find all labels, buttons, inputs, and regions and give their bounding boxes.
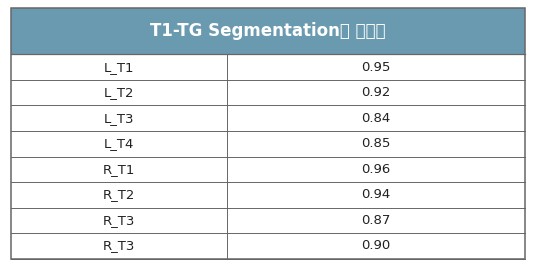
Text: R_T2: R_T2 bbox=[102, 188, 135, 201]
Text: 0.92: 0.92 bbox=[361, 86, 391, 99]
Bar bbox=[11, 54, 525, 80]
Bar bbox=[11, 182, 525, 208]
Text: 0.90: 0.90 bbox=[361, 239, 391, 252]
Text: 0.84: 0.84 bbox=[361, 112, 391, 125]
Text: 0.87: 0.87 bbox=[361, 214, 391, 227]
Text: L_T4: L_T4 bbox=[103, 137, 134, 150]
Text: L_T2: L_T2 bbox=[103, 86, 134, 99]
Text: 0.96: 0.96 bbox=[361, 163, 391, 176]
Text: L_T3: L_T3 bbox=[103, 112, 134, 125]
Text: L_T1: L_T1 bbox=[103, 61, 134, 74]
Bar bbox=[11, 157, 525, 182]
Text: R_T3: R_T3 bbox=[102, 214, 135, 227]
Text: 0.95: 0.95 bbox=[361, 61, 391, 74]
Text: 0.94: 0.94 bbox=[361, 188, 391, 201]
Bar bbox=[11, 105, 525, 131]
Text: R_T3: R_T3 bbox=[102, 239, 135, 252]
Bar bbox=[11, 208, 525, 233]
Bar bbox=[11, 233, 525, 259]
Text: 0.85: 0.85 bbox=[361, 137, 391, 150]
Bar bbox=[11, 131, 525, 157]
Bar bbox=[11, 80, 525, 105]
Text: T1-TG Segmentation별 정확도: T1-TG Segmentation별 정확도 bbox=[150, 22, 386, 40]
Text: R_T1: R_T1 bbox=[102, 163, 135, 176]
Bar bbox=[11, 8, 525, 54]
